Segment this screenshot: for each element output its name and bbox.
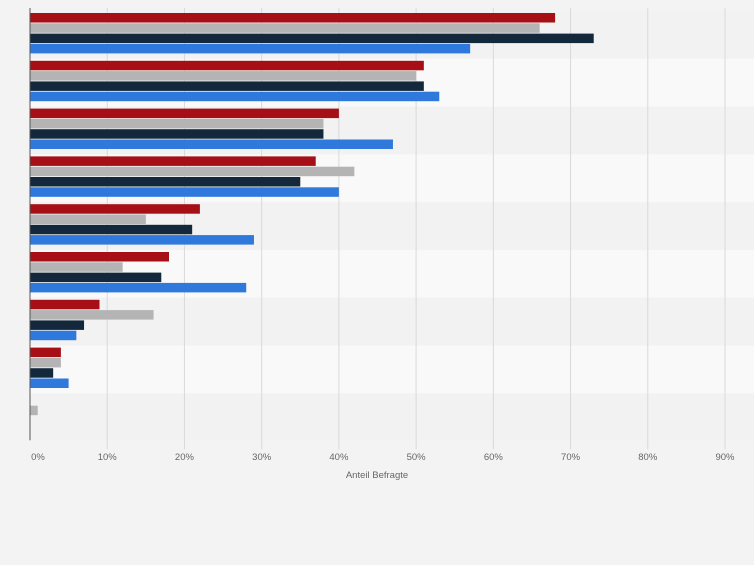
bar	[30, 33, 594, 44]
x-tick-label: 80%	[638, 452, 658, 463]
bar	[30, 139, 393, 149]
x-tick-label: 0%	[31, 452, 45, 463]
bar	[30, 71, 417, 81]
bar	[30, 235, 254, 245]
bar	[30, 187, 339, 197]
bar	[30, 166, 355, 177]
bar	[30, 299, 100, 310]
x-tick-label: 50%	[407, 452, 427, 463]
bar	[30, 347, 61, 358]
bar	[30, 129, 324, 139]
bar	[30, 156, 316, 166]
category-band	[30, 297, 754, 346]
bars	[30, 13, 594, 416]
bar	[30, 368, 54, 378]
bar	[30, 224, 193, 235]
x-axis-tick-labels: 0% 10% 20% 30% 40% 50% 60% 70% 80% 90%	[31, 452, 735, 463]
bar	[30, 310, 154, 320]
x-tick-label: 60%	[484, 452, 504, 463]
bar	[30, 282, 247, 293]
x-tick-label: 90%	[715, 452, 735, 463]
bar	[30, 60, 424, 71]
bar	[30, 13, 556, 23]
x-tick-label: 40%	[329, 452, 349, 463]
category-band	[30, 393, 754, 442]
x-tick-label: 70%	[561, 452, 581, 463]
x-axis-title: Anteil Befragte	[346, 470, 408, 481]
bar	[30, 330, 77, 341]
bar	[30, 43, 471, 54]
category-band	[30, 345, 754, 394]
x-tick-label: 30%	[252, 452, 272, 463]
bar	[30, 23, 540, 33]
bar	[30, 252, 169, 262]
bar	[30, 214, 146, 224]
bar	[30, 405, 38, 416]
bar	[30, 272, 162, 283]
bar	[30, 320, 85, 330]
bar	[30, 81, 424, 91]
bar	[30, 118, 324, 129]
bar	[30, 108, 339, 119]
bar	[30, 357, 61, 368]
bar	[30, 262, 123, 272]
bar	[30, 91, 440, 102]
bar	[30, 204, 200, 214]
bar	[30, 177, 301, 187]
x-tick-label: 10%	[98, 452, 118, 463]
x-tick-label: 20%	[175, 452, 195, 463]
bar	[30, 378, 69, 388]
